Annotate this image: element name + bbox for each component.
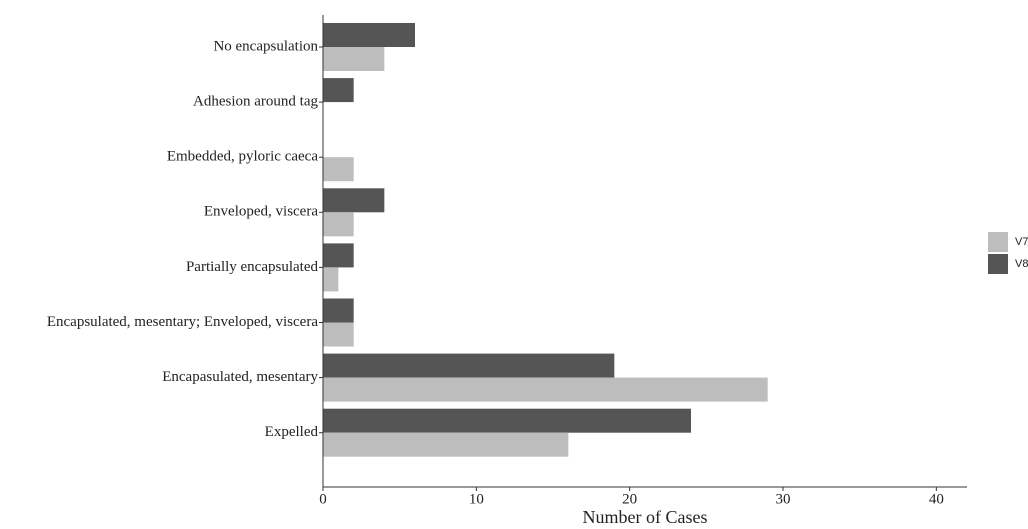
x-tick-label: 30 [776, 491, 791, 507]
bar [323, 188, 385, 213]
x-tick-label: 20 [622, 491, 637, 507]
bar [323, 267, 339, 292]
bar [323, 78, 354, 103]
x-tick-label: 10 [469, 491, 484, 507]
bar [323, 377, 768, 402]
x-tick-label: 40 [929, 491, 944, 507]
x-axis-title: Number of Cases [583, 507, 708, 527]
bar [323, 432, 569, 457]
legend-swatch [988, 254, 1008, 274]
legend-label: V7 [1015, 236, 1028, 248]
bar [323, 23, 415, 47]
bar [323, 243, 354, 268]
legend-label: V8 [1015, 258, 1028, 270]
y-tick-label: Expelled [265, 424, 319, 440]
y-tick-label: Encapsulated, mesentary; Enveloped, visc… [47, 314, 318, 330]
bar [323, 47, 385, 71]
bar [323, 298, 354, 323]
bar [323, 408, 691, 433]
y-tick-label: Encapasulated, mesentary [162, 369, 318, 385]
legend-swatch [988, 232, 1008, 252]
x-tick-label: 0 [319, 491, 327, 507]
bar [323, 212, 354, 237]
y-tick-label: Adhesion around tag [193, 94, 318, 110]
y-tick-label: No encapsulation [213, 38, 318, 54]
bar [323, 157, 354, 182]
bar [323, 353, 615, 378]
bar [323, 322, 354, 347]
y-tick-label: Embedded, pyloric caeca [167, 149, 319, 165]
y-tick-label: Enveloped, viscera [204, 204, 318, 220]
y-tick-label: Partially encapsulated [186, 259, 319, 275]
